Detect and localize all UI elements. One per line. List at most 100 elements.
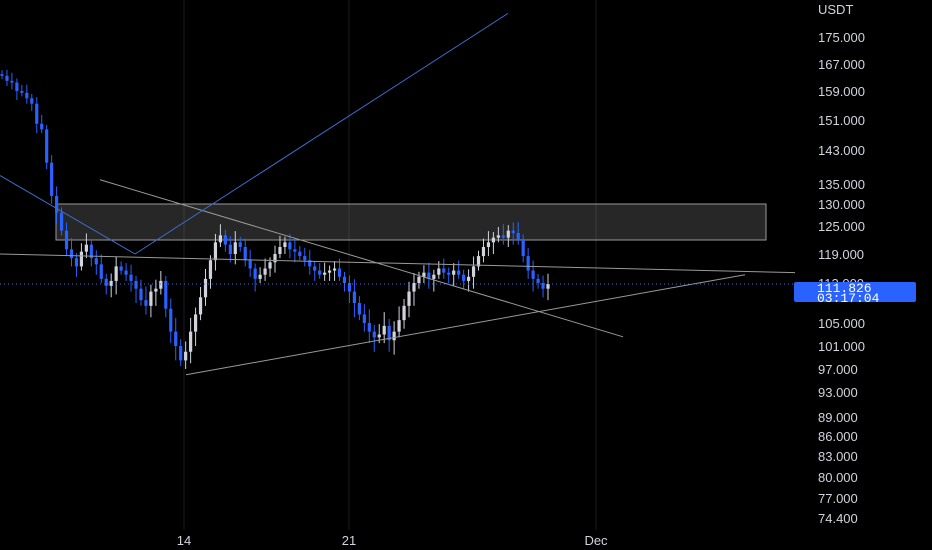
candle-body (114, 266, 118, 281)
price-tick-label: 130.000 (818, 197, 865, 212)
candle-body (124, 270, 128, 275)
candle-body (471, 266, 476, 277)
candle-body (402, 305, 406, 321)
candle-body (496, 235, 500, 238)
price-tick-label: 86.000 (818, 429, 858, 444)
countdown-value: 03:17:04 (817, 291, 880, 306)
candle-body (109, 280, 113, 286)
candle-body (104, 278, 108, 286)
ascending-trendline (185, 274, 746, 376)
candle-body (452, 270, 456, 275)
current-price-box (794, 282, 916, 302)
candle-body (15, 82, 19, 91)
candle-body (422, 272, 426, 277)
candle-body (74, 258, 79, 267)
candle-body (129, 274, 133, 281)
candle-body (382, 325, 386, 335)
candle-body (228, 244, 232, 254)
candle-body (407, 291, 411, 306)
candle-body (25, 92, 29, 99)
candle-body (283, 242, 287, 247)
candle-body (189, 331, 193, 352)
candle-body (541, 283, 545, 289)
candle-body (159, 280, 163, 289)
candle-body (134, 280, 138, 289)
candle-body (119, 266, 123, 271)
candle-body (253, 268, 257, 279)
candle-body (462, 274, 466, 281)
candle-body (69, 249, 74, 259)
time-tick-label: Dec (584, 533, 608, 548)
candle-body (139, 288, 143, 301)
currency-label: USDT (818, 2, 853, 17)
time-tick-label: 21 (342, 533, 356, 548)
price-tick-label: 105.000 (818, 316, 865, 331)
price-tick-label: 143.000 (818, 143, 865, 158)
candle-body (278, 247, 282, 254)
candle-body (377, 334, 381, 338)
candle-body (164, 280, 168, 309)
candle-body (352, 291, 357, 303)
candle-body (203, 278, 208, 298)
candle-body (476, 256, 481, 267)
candle-body (531, 270, 535, 279)
candle-body (40, 123, 44, 130)
candle-body (243, 247, 247, 261)
candle-body (447, 272, 451, 275)
candle-body (84, 244, 88, 252)
candle-body (318, 270, 322, 275)
candle-body (516, 233, 520, 240)
candle-body (342, 276, 347, 283)
candle-body (59, 212, 64, 231)
candle-body (506, 230, 510, 238)
candle-body (536, 278, 540, 283)
candle-body (5, 75, 9, 81)
candle-body (64, 230, 69, 250)
candle-body (30, 98, 34, 104)
grid-lines (183, 0, 597, 530)
price-tick-label: 119.000 (818, 247, 864, 262)
candle-body (526, 256, 530, 271)
price-tick-label: 97.000 (818, 362, 858, 377)
candle-body (362, 314, 366, 323)
price-tick-label: 93.000 (818, 385, 858, 400)
current-price-label: 111.826 03:17:04 (794, 281, 916, 306)
candle-body (491, 237, 495, 243)
candle-body (154, 288, 158, 292)
candle-body (501, 235, 505, 238)
candle-body (437, 268, 441, 275)
candle-body (179, 346, 183, 361)
candle-body (193, 314, 198, 332)
candle-body (198, 297, 203, 315)
candle-body (238, 242, 242, 247)
price-tick-label: 159.000 (818, 84, 865, 99)
price-tick-label: 167.000 (818, 57, 865, 72)
candle-body (184, 351, 188, 361)
horizontal-trendline (0, 253, 796, 274)
price-tick-label: 175.000 (818, 30, 865, 45)
candle-body (223, 235, 227, 245)
candle-body (357, 303, 361, 315)
candle-body (397, 320, 401, 332)
candle-body (457, 270, 461, 275)
candle-body (417, 276, 421, 283)
candle-body (442, 268, 446, 273)
current-price-value: 111.826 (817, 281, 872, 296)
candle-body (337, 268, 342, 277)
candle-body (149, 291, 153, 306)
candle-body (288, 242, 292, 250)
trendlines (0, 12, 796, 376)
price-axis[interactable]: 175.000 167.000 159.000 151.000 143.000 135.0… (818, 30, 865, 526)
candle-body (387, 325, 391, 341)
candle-body (35, 103, 39, 124)
price-tick-label: 135.000 (818, 177, 865, 192)
blue-trendline-left (0, 175, 136, 255)
candle-body (50, 162, 54, 196)
candle-body (20, 91, 24, 93)
candle-body (0, 74, 4, 76)
candle-body (273, 254, 277, 263)
time-axis[interactable]: 14 21 Dec (177, 533, 608, 548)
drawings (55, 203, 767, 241)
